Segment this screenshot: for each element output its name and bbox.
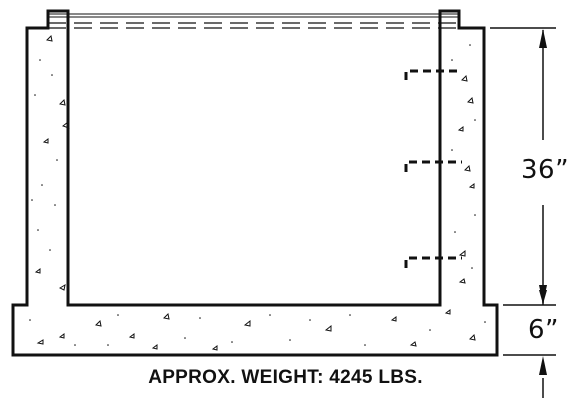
- step-2: [404, 160, 462, 172]
- wall-height-dimension: 36”: [521, 155, 570, 185]
- base-thickness-dimension: 6”: [528, 315, 560, 345]
- structure-outline: [11, 9, 499, 357]
- joint-lines: [48, 13, 459, 18]
- step-1: [404, 69, 462, 80]
- arrow-up-base: [539, 356, 547, 375]
- arrow-down-base: [539, 290, 547, 304]
- concrete-section: [11, 9, 499, 357]
- joint-dashed-lines: [48, 22, 459, 29]
- aggregate-dots: [29, 44, 486, 346]
- weight-caption: APPROX. WEIGHT: 4245 LBS.: [148, 367, 423, 388]
- manhole-steps: [404, 69, 462, 268]
- arrow-up-top: [539, 29, 547, 48]
- step-3: [404, 256, 462, 268]
- dimension-arrows: [539, 29, 547, 375]
- aggregate-texture: [34, 34, 476, 351]
